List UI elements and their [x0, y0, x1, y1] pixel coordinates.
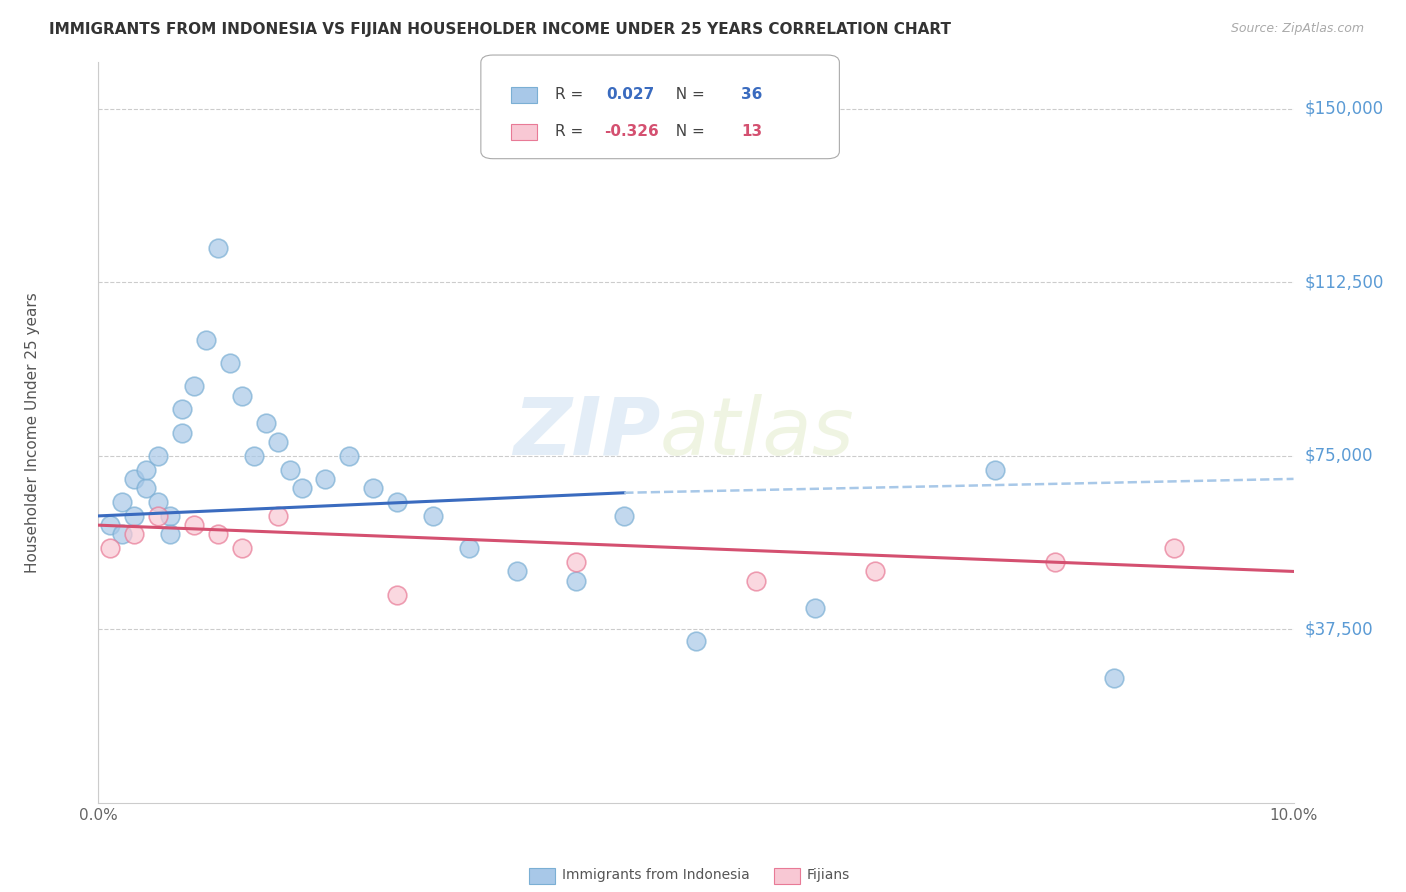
- Point: [219, 356, 242, 370]
- Text: Fijians: Fijians: [807, 868, 851, 882]
- Point: [506, 565, 529, 579]
- Text: $112,500: $112,500: [1305, 273, 1384, 291]
- Point: [148, 495, 170, 509]
- Point: [207, 240, 229, 255]
- FancyBboxPatch shape: [773, 868, 800, 884]
- Point: [172, 402, 194, 417]
- Text: -0.326: -0.326: [605, 124, 658, 139]
- Text: $150,000: $150,000: [1305, 100, 1384, 118]
- FancyBboxPatch shape: [481, 55, 839, 159]
- Point: [124, 472, 146, 486]
- FancyBboxPatch shape: [510, 124, 537, 140]
- Point: [804, 601, 827, 615]
- Point: [98, 541, 122, 556]
- FancyBboxPatch shape: [510, 87, 537, 103]
- Point: [148, 508, 170, 523]
- Point: [135, 462, 157, 476]
- Point: [385, 588, 409, 602]
- Point: [315, 472, 337, 486]
- Text: 13: 13: [741, 124, 762, 139]
- Point: [278, 462, 301, 476]
- Point: [745, 574, 768, 588]
- Point: [458, 541, 481, 556]
- Point: [183, 518, 205, 533]
- Point: [159, 527, 181, 541]
- Text: R =: R =: [555, 87, 588, 102]
- Point: [231, 541, 253, 556]
- Point: [124, 508, 146, 523]
- Text: N =: N =: [666, 124, 710, 139]
- Point: [98, 518, 122, 533]
- Point: [565, 555, 588, 569]
- Point: [111, 527, 134, 541]
- Text: Source: ZipAtlas.com: Source: ZipAtlas.com: [1230, 22, 1364, 36]
- Text: 36: 36: [741, 87, 763, 102]
- Point: [135, 481, 157, 495]
- Text: R =: R =: [555, 124, 588, 139]
- Point: [207, 527, 229, 541]
- Point: [111, 495, 134, 509]
- Point: [865, 565, 887, 579]
- Point: [254, 417, 277, 431]
- Text: N =: N =: [666, 87, 710, 102]
- Point: [148, 449, 170, 463]
- Point: [1163, 541, 1185, 556]
- Text: atlas: atlas: [661, 393, 855, 472]
- Text: Immigrants from Indonesia: Immigrants from Indonesia: [562, 868, 749, 882]
- Text: $75,000: $75,000: [1305, 447, 1374, 465]
- Point: [339, 449, 360, 463]
- Text: Householder Income Under 25 years: Householder Income Under 25 years: [25, 293, 41, 573]
- Point: [1104, 671, 1126, 685]
- Text: 0.027: 0.027: [606, 87, 655, 102]
- Text: $37,500: $37,500: [1305, 620, 1374, 639]
- Point: [183, 379, 205, 393]
- Point: [983, 462, 1005, 476]
- Point: [231, 389, 253, 403]
- Point: [267, 434, 290, 449]
- FancyBboxPatch shape: [529, 868, 555, 884]
- Point: [243, 449, 266, 463]
- Point: [385, 495, 409, 509]
- Point: [685, 633, 707, 648]
- Point: [124, 527, 146, 541]
- Point: [565, 574, 588, 588]
- Point: [194, 333, 218, 347]
- Point: [267, 508, 290, 523]
- Point: [613, 508, 636, 523]
- Point: [172, 425, 194, 440]
- Text: IMMIGRANTS FROM INDONESIA VS FIJIAN HOUSEHOLDER INCOME UNDER 25 YEARS CORRELATIO: IMMIGRANTS FROM INDONESIA VS FIJIAN HOUS…: [49, 22, 952, 37]
- Point: [422, 508, 444, 523]
- Point: [1043, 555, 1066, 569]
- Text: ZIP: ZIP: [513, 393, 661, 472]
- Point: [159, 508, 181, 523]
- Point: [290, 481, 312, 495]
- Point: [363, 481, 385, 495]
